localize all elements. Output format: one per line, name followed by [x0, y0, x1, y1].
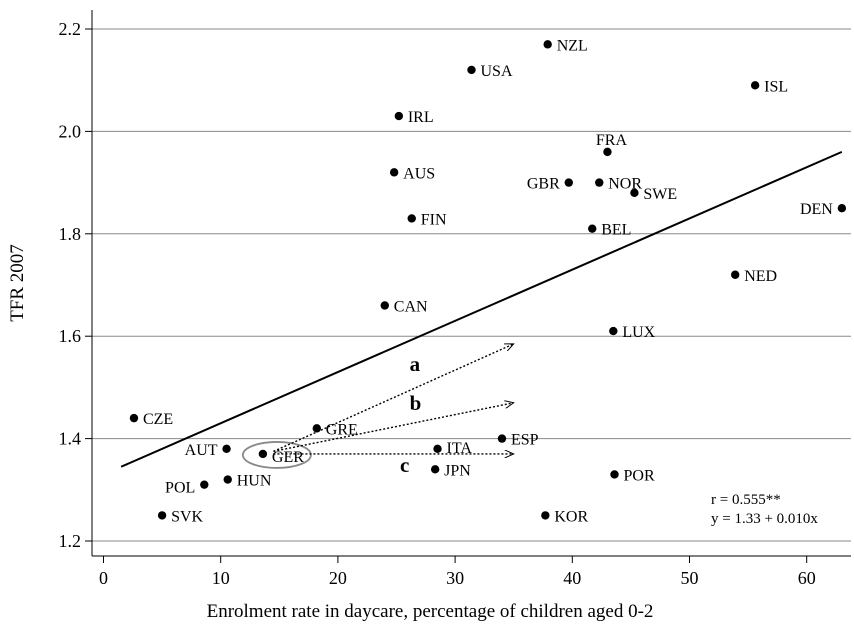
point-bel [588, 224, 597, 233]
point-label-aut: AUT [185, 442, 218, 459]
point-label-nzl: NZL [557, 37, 588, 54]
point-esp [497, 434, 507, 443]
point-svk [157, 511, 167, 520]
point-label-usa: USA [481, 63, 513, 80]
point-label-kor: KOR [554, 508, 588, 525]
point-swe [630, 188, 639, 198]
point-label-jpn: JPN [444, 462, 471, 479]
x-tick-label: 40 [563, 568, 581, 588]
point-label-gre: GRE [326, 421, 358, 438]
point-fra [603, 147, 612, 157]
x-tick-label: 0 [99, 568, 108, 588]
point-nor [595, 178, 604, 187]
point-nzl [543, 40, 552, 49]
axes: 1.2 1.4 1.6 1.8 2.0 2.2 0 10 20 30 40 50 60 [59, 10, 851, 588]
point-label-nor: NOR [608, 176, 642, 193]
x-tick-label: 60 [798, 568, 816, 588]
x-tick-label: 20 [329, 568, 347, 588]
arrow-label-b: b [410, 391, 422, 415]
regression-line [120, 150, 843, 468]
point-isl [750, 81, 760, 90]
point-den [837, 204, 847, 213]
point-ger [258, 449, 268, 459]
point-label-cze: CZE [143, 411, 173, 428]
y-tick-label: 1.2 [59, 531, 82, 551]
x-tick-label: 30 [446, 568, 464, 588]
point-label-svk: SVK [171, 508, 203, 525]
point-label-irl: IRL [408, 109, 434, 126]
point-label-ger: GER [272, 449, 304, 466]
point-por [610, 470, 619, 479]
point-label-ita: ITA [447, 440, 473, 457]
point-fin [407, 214, 416, 223]
point-usa [467, 65, 476, 75]
point-label-hun: HUN [237, 473, 272, 490]
point-label-fra: FRA [596, 132, 628, 149]
point-lux [609, 326, 618, 336]
point-irl [394, 111, 404, 121]
point-label-aus: AUS [403, 165, 435, 182]
arrow-label-a: a [410, 352, 421, 376]
point-label-esp: ESP [511, 432, 539, 449]
point-label-bel: BEL [601, 222, 631, 239]
point-gbr [564, 178, 573, 187]
point-label-ned: NED [744, 268, 777, 285]
y-tick-label: 1.8 [59, 224, 82, 244]
y-tick-label: 2.2 [59, 19, 82, 39]
point-label-por: POR [623, 467, 654, 484]
point-ita [433, 444, 442, 454]
point-label-fin: FIN [421, 211, 447, 228]
point-label-den: DEN [800, 201, 833, 218]
regression-line-group [120, 150, 843, 468]
point-hun [223, 475, 232, 484]
arrow-b [273, 403, 513, 453]
highlight-ellipse [241, 441, 312, 469]
point-gre [312, 424, 322, 433]
y-tick-label: 1.4 [59, 429, 82, 449]
point-kor [541, 511, 550, 520]
y-tick-label: 2.0 [59, 121, 82, 141]
point-can [380, 301, 389, 310]
stat-regression-equation: y = 1.33 + 0.010x [711, 511, 818, 527]
annotation-arrows: ab c [241, 343, 514, 477]
point-jpn [430, 465, 440, 474]
point-label-isl: ISL [764, 78, 788, 95]
arrow-a [273, 343, 513, 453]
gridlines [92, 28, 851, 542]
stat-correlation: r = 0.555** [711, 492, 781, 508]
point-label-pol: POL [165, 480, 195, 497]
y-tick-label: 1.6 [59, 326, 82, 346]
point-cze [129, 413, 139, 423]
x-axis-title: Enrolment rate in daycare, percentage of… [207, 601, 654, 622]
point-label-swe: SWE [643, 186, 677, 203]
point-ned [731, 270, 740, 279]
point-label-lux: LUX [622, 324, 655, 341]
point-aus [389, 168, 399, 177]
arrow-label-c: c [400, 453, 409, 477]
point-aut [222, 444, 231, 454]
x-tick-label: 50 [681, 568, 699, 588]
x-tick-label: 10 [212, 568, 230, 588]
point-pol [200, 480, 209, 489]
y-axis-title: TFR 2007 [7, 244, 28, 322]
point-label-can: CAN [394, 298, 428, 315]
point-label-gbr: GBR [527, 176, 560, 193]
